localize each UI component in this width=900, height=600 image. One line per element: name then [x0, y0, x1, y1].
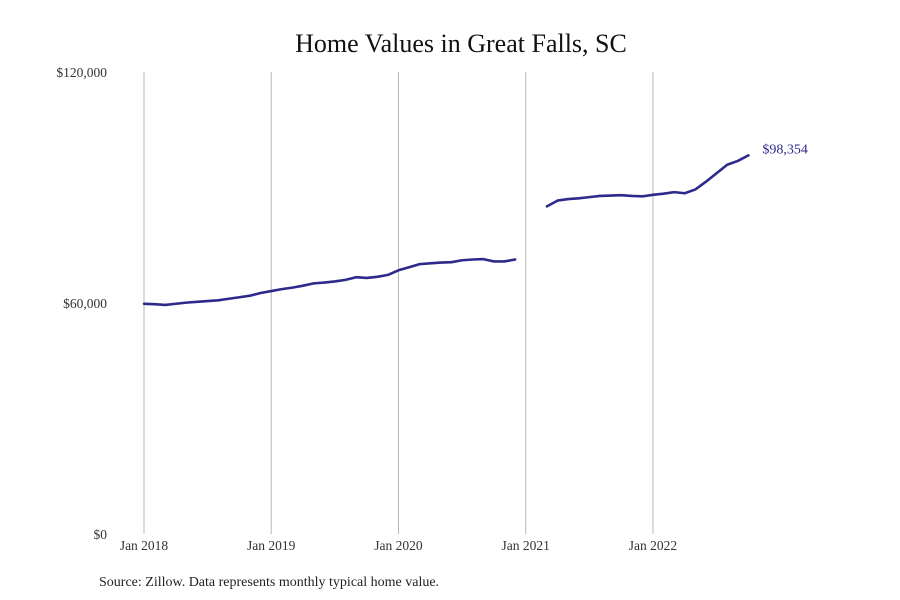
x-tick-label: Jan 2021: [502, 538, 550, 553]
series-line-segment: [142, 257, 517, 307]
x-tick-label: Jan 2020: [374, 538, 423, 553]
x-tick-label: Jan 2022: [629, 538, 677, 553]
chart-title: Home Values in Great Falls, SC: [295, 29, 627, 58]
grid-lines: [143, 72, 654, 534]
x-tick-label: Jan 2019: [247, 538, 296, 553]
annotations: $98,354: [762, 142, 808, 157]
x-tick-label: Jan 2018: [120, 538, 169, 553]
series-lines: [142, 154, 750, 307]
series-line-segment: [545, 154, 750, 208]
y-tick-label: $60,000: [63, 296, 107, 311]
end-value-label: $98,354: [762, 142, 808, 157]
y-axis: $0 $60,000 $120,000: [56, 65, 107, 542]
source-note: Source: Zillow. Data represents monthly …: [99, 575, 439, 590]
x-axis: Jan 2018 Jan 2019 Jan 2020 Jan 2021 Jan 2022: [120, 538, 677, 553]
y-tick-label: $0: [94, 527, 108, 542]
y-tick-label: $120,000: [56, 65, 107, 80]
